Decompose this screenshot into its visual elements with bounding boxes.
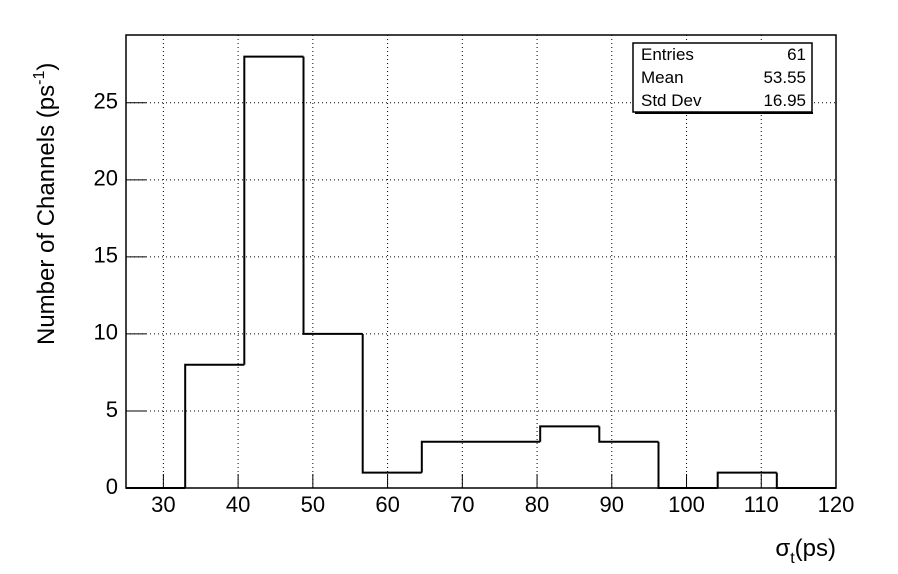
plot-frame xyxy=(125,34,837,489)
y-tick-label: 0 xyxy=(106,474,118,499)
y-tick-label: 15 xyxy=(94,243,118,268)
x-tick-label: 70 xyxy=(450,492,474,517)
x-label-sub: t xyxy=(790,550,795,567)
x-tick-label: 90 xyxy=(600,492,624,517)
y-axis-title: Number of Channels (ps-1) xyxy=(31,63,61,345)
x-tick-label: 120 xyxy=(818,492,855,517)
histogram-bin xyxy=(775,472,836,489)
x-tick-label: 30 xyxy=(151,492,175,517)
histogram-bin xyxy=(716,471,777,488)
histogram-bin xyxy=(539,425,600,442)
y-tick-label: 10 xyxy=(94,320,118,345)
histogram-bin xyxy=(243,55,304,365)
histogram-bin xyxy=(420,440,481,473)
x-tick-label: 60 xyxy=(375,492,399,517)
x-tick-label: 50 xyxy=(301,492,325,517)
histogram-bin xyxy=(361,333,422,474)
stats-label: Mean xyxy=(641,68,684,87)
x-label-tail: (ps) xyxy=(795,535,836,562)
x-tick-label: 100 xyxy=(668,492,705,517)
stats-box xyxy=(632,42,813,113)
y-tick-label: 20 xyxy=(94,166,118,191)
x-tick-label: 80 xyxy=(525,492,549,517)
x-tick-label: 110 xyxy=(744,492,779,517)
histogram-bin xyxy=(302,56,363,335)
x-label-main: σ xyxy=(775,535,790,562)
x-tick-label: 40 xyxy=(226,492,250,517)
histogram-bin xyxy=(657,441,718,489)
histogram-bin xyxy=(598,426,659,443)
y-label-sup: -1 xyxy=(31,71,48,85)
y-label-main: Number of Channels (ps xyxy=(33,85,60,345)
histogram-bin xyxy=(184,363,245,488)
stats-label: Std Dev xyxy=(641,91,702,110)
stats-label: Entries xyxy=(641,45,694,64)
y-label-tail: ) xyxy=(33,63,60,71)
x-axis-title: σt(ps) xyxy=(775,535,836,566)
y-tick-label: 5 xyxy=(106,397,118,422)
stats-value: 16.95 xyxy=(763,91,806,110)
stats-value: 53.55 xyxy=(763,68,806,87)
stats-value: 61 xyxy=(787,45,806,64)
y-tick-label: 25 xyxy=(94,89,118,114)
